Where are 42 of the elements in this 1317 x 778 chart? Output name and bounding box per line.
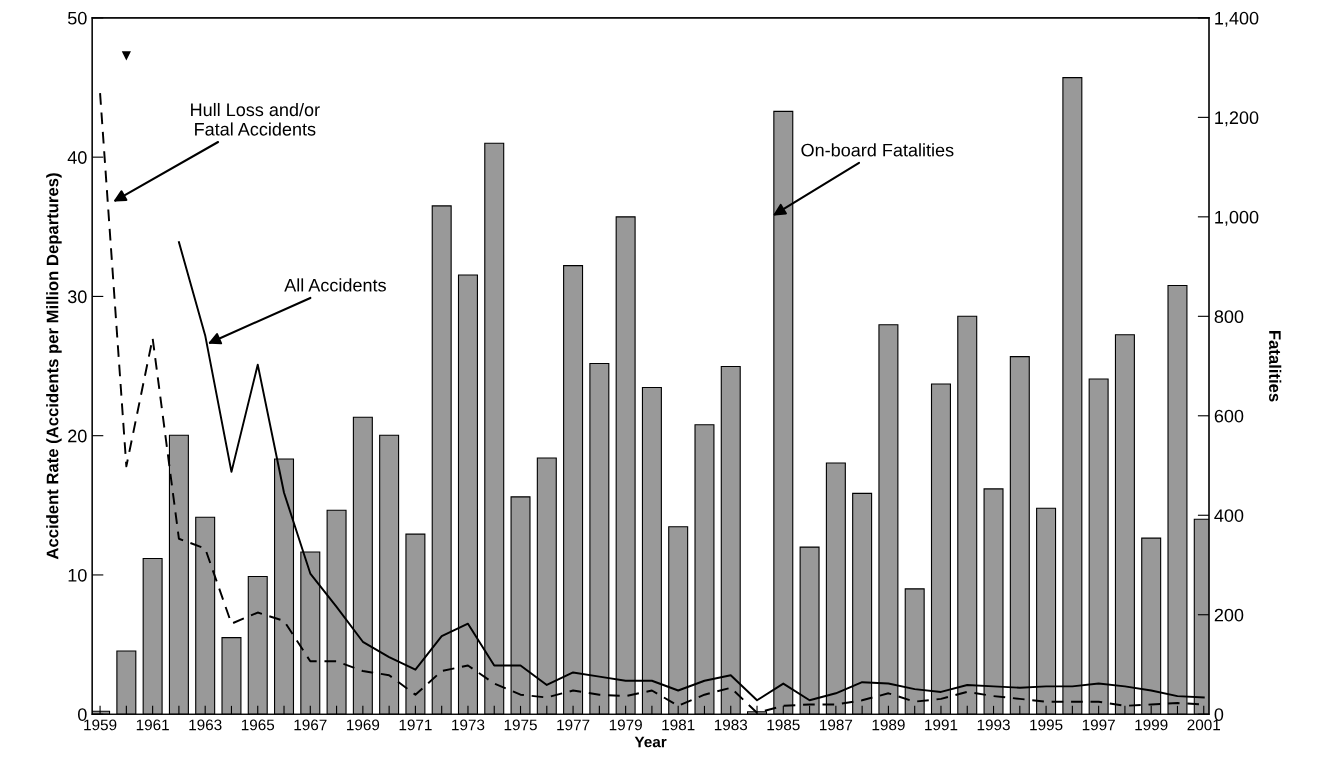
x-tick-label: 1965 — [241, 719, 275, 731]
x-tick-label: 1983 — [714, 719, 748, 731]
x-tick-label: 1981 — [662, 719, 695, 731]
y2-tick-label: 1,400 — [1215, 11, 1259, 27]
x-tick-label: 1971 — [399, 719, 432, 731]
y-axis-title: Accident Rate (Accidents per Million Departures) — [46, 173, 62, 560]
y2-tick-label: 200 — [1214, 608, 1244, 622]
annotation: Hull Loss and/or Fatal Accidents — [191, 102, 320, 136]
y2-tick-label: 400 — [1214, 509, 1244, 522]
x-tick-label: 1963 — [189, 719, 222, 731]
y2-tick-label: 0 — [1214, 708, 1224, 721]
x-tick-label: 1999 — [1135, 719, 1168, 731]
x-tick-label: 1973 — [452, 719, 485, 731]
x-tick-label: 1969 — [347, 719, 380, 731]
y-tick-label: 0 — [77, 708, 87, 721]
x-tick-label: 1991 — [925, 719, 958, 731]
y-tick-label: 50 — [67, 11, 87, 25]
x-tick-label: 1997 — [1082, 719, 1115, 731]
x-tick-label: 2001 — [1187, 719, 1220, 731]
y-tick-label: 30 — [67, 290, 87, 304]
y2-tick-label: 800 — [1214, 310, 1244, 324]
y-tick-label: 20 — [68, 429, 87, 443]
x-tick-label: 1959 — [84, 719, 117, 731]
annotation: On-board Fatalities — [801, 143, 954, 157]
y2-tick-label: 1,000 — [1215, 210, 1259, 226]
x-tick-label: 1961 — [136, 719, 169, 731]
y-tick-label: 40 — [67, 151, 87, 164]
x-tick-label: 1989 — [872, 719, 905, 731]
x-axis-title: Year — [634, 736, 667, 748]
x-tick-label: 1987 — [820, 719, 853, 731]
x-tick-label: 1977 — [557, 719, 590, 731]
y2-tick-label: 1,200 — [1215, 111, 1259, 127]
annotation: All Accidents — [284, 278, 386, 292]
x-tick-label: 1995 — [1030, 719, 1063, 731]
x-tick-label: 1975 — [504, 719, 537, 731]
y-tick-label: 10 — [68, 568, 87, 582]
y2-axis-title: Fatalities — [1269, 331, 1282, 402]
x-tick-label: 1985 — [767, 719, 800, 731]
x-tick-label: 1967 — [294, 719, 327, 731]
x-tick-label: 1993 — [977, 719, 1010, 731]
y2-tick-label: 600 — [1214, 409, 1244, 423]
x-tick-label: 1979 — [609, 719, 642, 731]
